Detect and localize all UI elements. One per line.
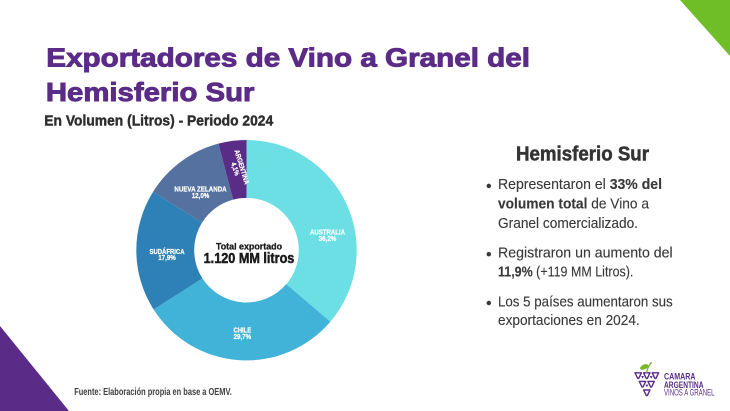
- svg-text:Registraron un aumento del: Registraron un aumento del: [498, 246, 673, 262]
- svg-text:29,7%: 29,7%: [234, 334, 252, 341]
- svg-text:Total exportado: Total exportado: [216, 240, 282, 251]
- svg-text:exportaciones en 2024.: exportaciones en 2024.: [498, 313, 640, 329]
- svg-text:ARGENTINA: ARGENTINA: [664, 380, 704, 390]
- svg-text:Hemisferio Sur: Hemisferio Sur: [516, 143, 649, 165]
- svg-text:36,2%: 36,2%: [319, 236, 337, 243]
- svg-text:SUDÁFRICA: SUDÁFRICA: [150, 247, 185, 256]
- svg-text:AUSTRALIA: AUSTRALIA: [310, 230, 345, 237]
- svg-text:NUEVA ZELANDA: NUEVA ZELANDA: [174, 187, 226, 194]
- svg-text:Hemisferio Sur: Hemisferio Sur: [46, 77, 255, 107]
- svg-text:1.120 MM litros: 1.120 MM litros: [204, 251, 295, 267]
- svg-text:Los 5 países aumentaron sus: Los 5 países aumentaron sus: [498, 294, 673, 310]
- svg-text:Exportadores de Vino a Granel: Exportadores de Vino a Granel del: [46, 43, 530, 73]
- svg-text:CAMARA: CAMARA: [664, 372, 696, 382]
- svg-text:(+119 MM Litros).: (+119 MM Litros).: [533, 265, 634, 281]
- svg-text:CHILE: CHILE: [234, 328, 252, 335]
- svg-text:11,9%: 11,9%: [498, 265, 533, 281]
- svg-text:17,9%: 17,9%: [158, 255, 176, 262]
- svg-text:Granel comercializado.: Granel comercializado.: [498, 216, 638, 232]
- svg-text:En Volumen (Litros) - Periodo: En Volumen (Litros) - Periodo 2024: [44, 114, 273, 130]
- svg-text:33% del: 33% del: [610, 177, 662, 193]
- svg-text:volumen total: volumen total: [498, 196, 587, 212]
- svg-text:4,1%: 4,1%: [229, 162, 240, 178]
- svg-text:Representaron el: Representaron el: [498, 177, 610, 193]
- svg-text:de Vino a: de Vino a: [587, 196, 649, 212]
- svg-text:Fuente: Elaboración propia en: Fuente: Elaboración propia en base a OEM…: [74, 387, 232, 398]
- svg-text:VINOS A GRANEL: VINOS A GRANEL: [664, 388, 715, 398]
- svg-text:12,0%: 12,0%: [192, 193, 210, 200]
